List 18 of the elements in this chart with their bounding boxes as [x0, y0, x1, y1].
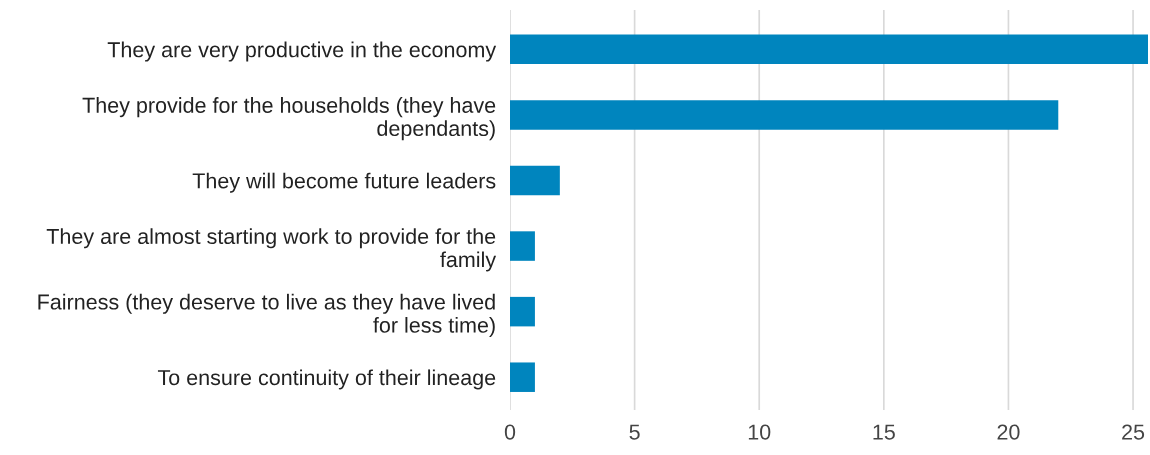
- y-tick-label: Fairness (they deserve to live as they have lived for less time): [38, 293, 495, 338]
- y-tick-label: They are very productive in the economy: [107, 41, 497, 62]
- x-tick-label: 0: [504, 424, 516, 440]
- y-tick-label: To ensure continuity of their lineage: [157, 369, 496, 390]
- x-tick-label: 5: [629, 424, 640, 440]
- bar: [510, 362, 535, 392]
- x-tick-label: 15: [873, 424, 895, 440]
- bar: [510, 165, 560, 196]
- x-tick-label: 20: [997, 424, 1020, 440]
- x-tick-label: 10: [748, 424, 771, 440]
- y-tick-label: They will become future leaders: [192, 172, 496, 193]
- bar: [510, 296, 535, 327]
- y-tick-label: They are almost starting work to provide for the family: [46, 228, 497, 272]
- x-tick-label: 25: [1122, 424, 1145, 440]
- y-tick-label: They provide for the households (they have dependants): [82, 97, 496, 141]
- bar: [510, 34, 1148, 65]
- bar: [510, 100, 1059, 130]
- bar: [510, 231, 535, 261]
